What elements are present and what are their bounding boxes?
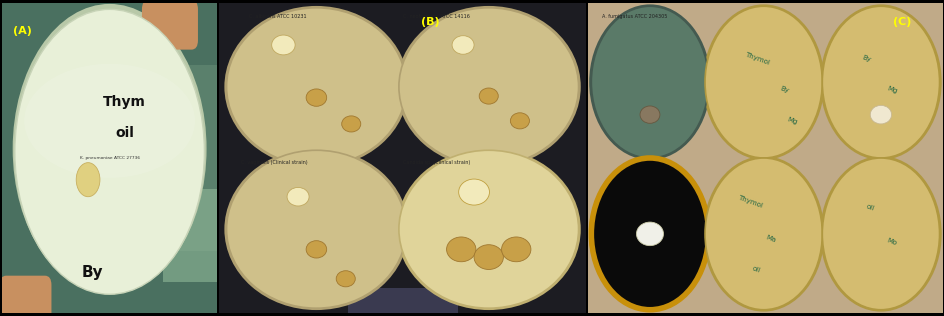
Ellipse shape bbox=[821, 158, 938, 310]
Text: C. vaginalis (Clinical strain): C. vaginalis (Clinical strain) bbox=[241, 160, 308, 165]
Ellipse shape bbox=[227, 8, 406, 166]
Text: oil: oil bbox=[750, 265, 760, 274]
Text: Ma: Ma bbox=[765, 234, 776, 243]
Ellipse shape bbox=[398, 8, 578, 166]
Circle shape bbox=[510, 113, 529, 129]
Circle shape bbox=[271, 35, 295, 55]
Text: (B): (B) bbox=[420, 17, 439, 27]
Text: C. albicans ATCC 10231: C. albicans ATCC 10231 bbox=[248, 14, 306, 19]
Circle shape bbox=[479, 88, 497, 104]
Text: oil: oil bbox=[115, 126, 134, 140]
Text: A. fumigatus ATCC 204305: A. fumigatus ATCC 204305 bbox=[601, 14, 666, 19]
Ellipse shape bbox=[227, 150, 406, 308]
Text: Candida sp. (Clinical strain): Candida sp. (Clinical strain) bbox=[402, 160, 469, 165]
Text: Thym: Thym bbox=[103, 95, 146, 109]
Bar bbox=[110, 65, 217, 251]
Circle shape bbox=[447, 237, 476, 262]
Circle shape bbox=[451, 36, 474, 54]
Text: Mg: Mg bbox=[786, 116, 798, 125]
Circle shape bbox=[306, 241, 327, 258]
Ellipse shape bbox=[591, 158, 708, 310]
Bar bbox=[163, 189, 217, 282]
Text: Thymol: Thymol bbox=[736, 194, 763, 209]
Circle shape bbox=[287, 187, 309, 206]
Text: By: By bbox=[81, 265, 103, 280]
Circle shape bbox=[474, 245, 503, 270]
Text: C. neoformans ATCC 14116: C. neoformans ATCC 14116 bbox=[402, 14, 469, 19]
Ellipse shape bbox=[396, 6, 581, 167]
Ellipse shape bbox=[704, 6, 821, 158]
Ellipse shape bbox=[398, 150, 578, 308]
Circle shape bbox=[342, 116, 361, 132]
Ellipse shape bbox=[15, 9, 204, 294]
Circle shape bbox=[501, 237, 531, 262]
FancyBboxPatch shape bbox=[0, 276, 51, 316]
Bar bbox=[347, 288, 457, 313]
Ellipse shape bbox=[704, 158, 821, 310]
Text: Mo: Mo bbox=[885, 237, 897, 246]
Circle shape bbox=[869, 105, 890, 124]
Circle shape bbox=[458, 179, 489, 205]
Ellipse shape bbox=[821, 6, 938, 158]
Circle shape bbox=[639, 106, 659, 123]
Ellipse shape bbox=[224, 149, 408, 310]
Text: (C): (C) bbox=[892, 17, 911, 27]
Ellipse shape bbox=[702, 4, 823, 160]
Ellipse shape bbox=[589, 4, 710, 160]
Text: Thymol: Thymol bbox=[743, 52, 769, 66]
Ellipse shape bbox=[224, 6, 408, 167]
Text: By: By bbox=[861, 55, 871, 63]
Ellipse shape bbox=[12, 4, 207, 294]
Circle shape bbox=[76, 163, 100, 197]
Ellipse shape bbox=[819, 156, 940, 312]
Text: (A): (A) bbox=[12, 26, 31, 36]
Circle shape bbox=[306, 89, 327, 106]
Text: By: By bbox=[779, 86, 789, 94]
Text: Mg: Mg bbox=[885, 85, 897, 94]
Ellipse shape bbox=[819, 4, 940, 160]
Circle shape bbox=[336, 271, 355, 287]
Ellipse shape bbox=[702, 156, 823, 312]
Ellipse shape bbox=[396, 149, 581, 310]
Ellipse shape bbox=[25, 64, 194, 178]
Ellipse shape bbox=[591, 6, 708, 158]
Ellipse shape bbox=[589, 156, 710, 312]
FancyBboxPatch shape bbox=[142, 0, 197, 50]
Text: oil: oil bbox=[864, 203, 874, 212]
Circle shape bbox=[636, 222, 663, 246]
Text: K. pneumoniae ATCC 27736: K. pneumoniae ATCC 27736 bbox=[79, 156, 140, 160]
